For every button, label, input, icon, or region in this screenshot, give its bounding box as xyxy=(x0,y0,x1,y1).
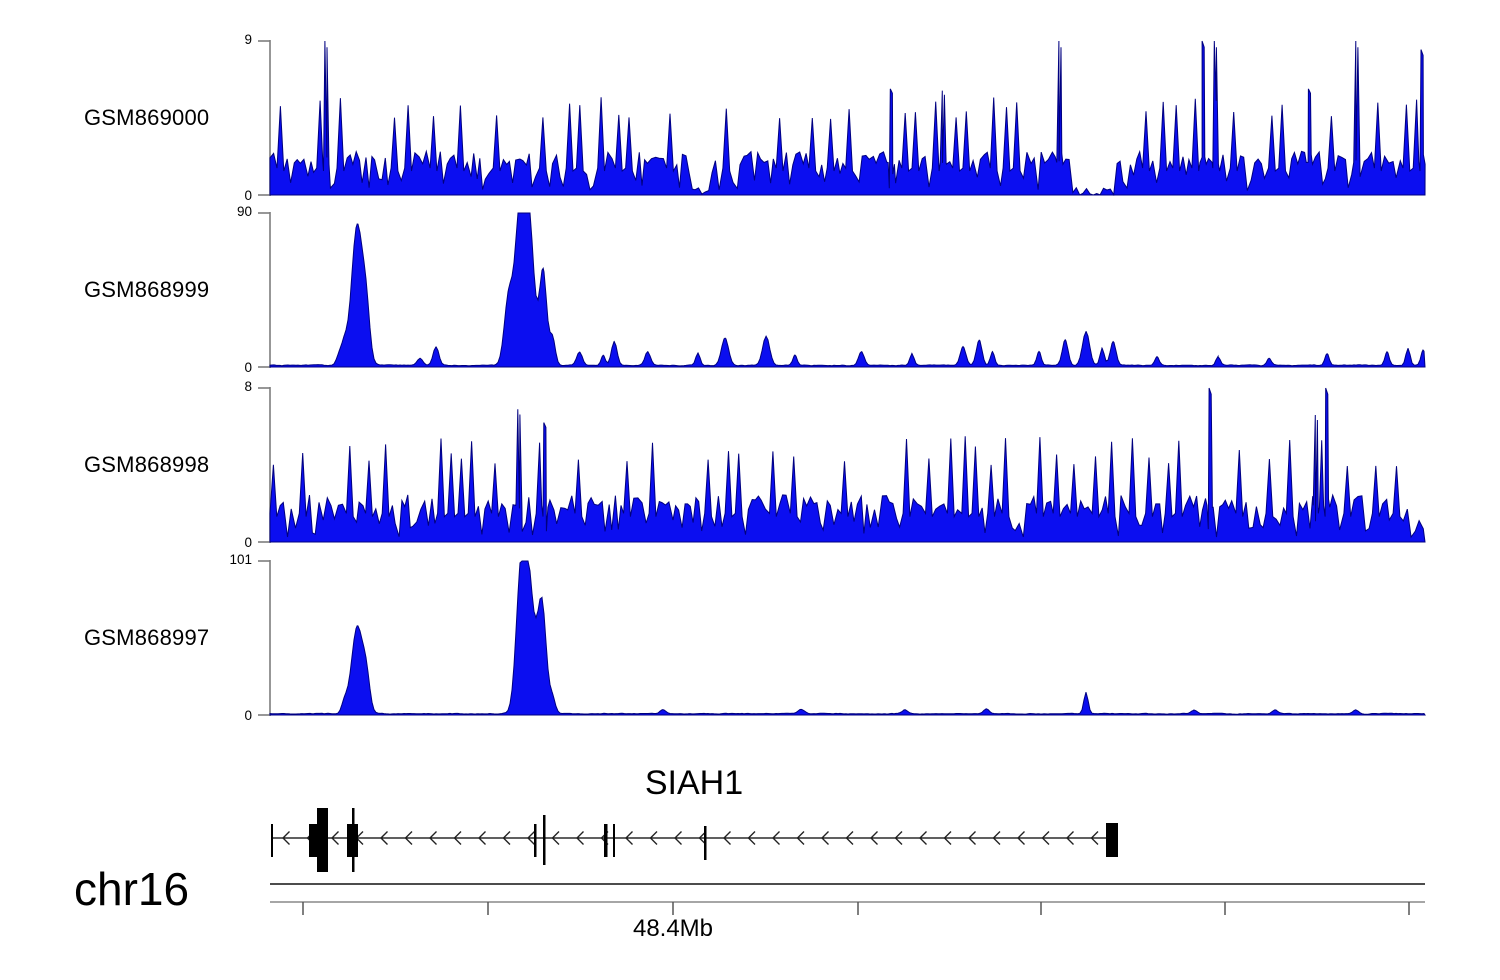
track-gsm868998: GSM868998 8 0 xyxy=(0,379,1500,550)
track-name-label: GSM868997 xyxy=(84,625,210,650)
coverage-signal-plot xyxy=(258,212,1426,368)
track-name-label: GSM869000 xyxy=(84,105,210,130)
track-name-label: GSM868999 xyxy=(84,277,210,302)
y-axis-max-label: 90 xyxy=(236,204,252,219)
y-axis-min-label: 0 xyxy=(244,708,252,723)
coverage-signal-plot xyxy=(258,387,1426,543)
track-name-label: GSM868998 xyxy=(84,452,210,477)
coverage-signal-plot xyxy=(258,40,1426,197)
chromosome-label: chr16 xyxy=(74,863,190,915)
gene-name-label: SIAH1 xyxy=(644,764,744,802)
y-axis-max-label: 9 xyxy=(244,32,252,47)
gene-model xyxy=(271,808,1118,872)
y-axis-max-label: 101 xyxy=(229,552,252,567)
coordinate-ruler xyxy=(270,883,1425,915)
track-gsm868999: GSM868999 90 0 xyxy=(0,204,1500,375)
y-axis-min-label: 0 xyxy=(244,360,252,375)
coverage-signal-plot xyxy=(258,560,1426,716)
track-gsm869000: GSM869000 9 0 xyxy=(0,32,1500,203)
position-label: 48.4Mb xyxy=(632,915,714,942)
y-axis-min-label: 0 xyxy=(244,188,252,203)
y-axis-min-label: 0 xyxy=(244,535,252,550)
track-gsm868997: GSM868997 101 0 xyxy=(0,552,1500,723)
y-axis-max-label: 8 xyxy=(244,379,252,394)
